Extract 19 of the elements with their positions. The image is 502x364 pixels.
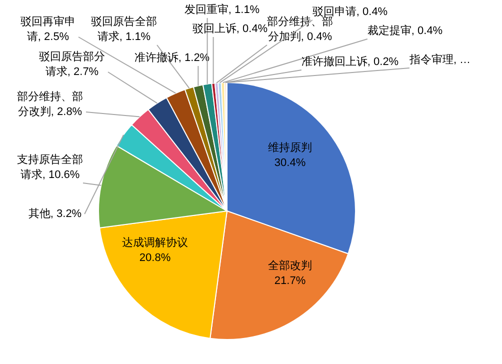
slice-label: 发回重审, 1.1% bbox=[184, 3, 260, 16]
data-label: 30.4% bbox=[274, 157, 306, 170]
slice-label: 维持原判 bbox=[268, 141, 312, 154]
slice-label: 全部改判 bbox=[268, 259, 312, 272]
data-label: 20.8% bbox=[139, 252, 171, 264]
slice-label: 支持原告全部请求, 10.6% bbox=[17, 153, 83, 182]
slice-label: 部分维持、部分改判, 2.8% bbox=[17, 90, 83, 118]
slice-label: 准许撤诉, 1.2% bbox=[134, 51, 210, 64]
slice-label: 其他, 3.2% bbox=[28, 207, 82, 220]
slice-label: 裁定提审, 0.4% bbox=[367, 24, 443, 38]
slice-label: 指令审理, … bbox=[408, 53, 471, 66]
slice-label: 驳回原告全部请求, 1.1% bbox=[91, 15, 157, 44]
data-label: 21.7% bbox=[274, 275, 306, 288]
slice-label: 部分维持、部分加判, 0.4% bbox=[267, 15, 333, 44]
slice-label: 驳回上诉, 0.4% bbox=[192, 22, 268, 36]
slice-label: 驳回再审申请, 2.5% bbox=[20, 15, 76, 44]
slice-label: 驳回原告部分请求, 2.7% bbox=[39, 50, 105, 78]
slice-label: 准许撤回上诉, 0.2% bbox=[301, 55, 399, 68]
slice-label: 达成调解协议 bbox=[122, 236, 188, 250]
